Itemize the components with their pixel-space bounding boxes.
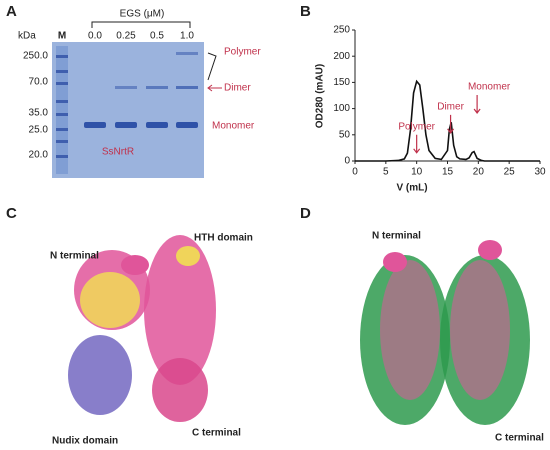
annotation: Polymer	[398, 121, 435, 132]
bracket	[91, 21, 191, 28]
protein-label: SsNrtR	[102, 147, 134, 158]
bracket	[207, 52, 217, 81]
lane-label: 0.5	[150, 31, 164, 42]
annotation-arrow	[473, 94, 481, 114]
x-tick-label: 25	[504, 167, 516, 178]
structure-label: C terminal	[495, 433, 544, 444]
gel	[52, 42, 204, 178]
lane-label: 0.25	[116, 31, 136, 42]
panel-letter: A	[6, 3, 17, 20]
marker-label: 25.0	[29, 125, 49, 136]
panel-letter: B	[300, 3, 311, 20]
x-tick-label: 5	[383, 167, 389, 178]
band-label: Dimer	[224, 83, 251, 94]
y-tick-label: 50	[339, 129, 351, 140]
structure-label: N terminal	[50, 251, 99, 262]
chromatogram: V (mL) OD280 (mAU) 0 50 100 150 200 250 0 5 10 15…	[315, 25, 546, 194]
structure-label: N terminal	[372, 231, 421, 242]
band-label: Monomer	[212, 121, 255, 132]
marker-lane	[56, 46, 68, 174]
kda-label: kDa	[18, 31, 36, 42]
data-line	[355, 79, 540, 162]
structure-c: N terminal HTH domain Nudix domain C ter…	[50, 233, 253, 447]
x-tick-label: 10	[411, 167, 423, 178]
lane-label: 0.0	[88, 31, 102, 42]
annotation: Monomer	[468, 82, 511, 93]
marker-label: 35.0	[29, 108, 49, 119]
structure-d: N terminal C terminal	[360, 231, 544, 444]
marker-label: 70.0	[29, 77, 49, 88]
annotation-arrow	[447, 114, 455, 134]
y-tick-label: 150	[333, 77, 350, 88]
structure-label: HTH domain	[194, 233, 253, 244]
y-tick-label: 200	[333, 51, 350, 62]
y-tick-label: 250	[333, 25, 350, 36]
marker-bands	[56, 55, 68, 158]
y-tick-label: 0	[344, 156, 350, 167]
x-tick-label: 0	[352, 167, 358, 178]
x-axis-label: V (mL)	[396, 183, 427, 194]
marker-label: 250.0	[23, 51, 48, 62]
x-tick-label: 30	[534, 167, 546, 178]
arrow	[207, 84, 222, 92]
y-tick-label: 100	[333, 103, 350, 114]
gel-panel: kDa M EGS (μM) 0.0 0.25 0.5 1.0 250.0 70…	[18, 9, 261, 178]
structure-label: Nudix domain	[52, 436, 118, 447]
x-tick-label: 15	[442, 167, 454, 178]
annotation-arrow	[413, 134, 421, 154]
structure-label: C terminal	[192, 428, 241, 439]
lane-label: 1.0	[180, 31, 194, 42]
marker-label: 20.0	[29, 150, 49, 161]
panel-letter: D	[300, 205, 311, 222]
lane-label: M	[58, 31, 66, 42]
panel-letter: C	[6, 205, 17, 222]
egs-label: EGS (μM)	[120, 9, 165, 20]
y-axis-label: OD280 (mAU)	[315, 64, 326, 128]
x-tick-label: 20	[473, 167, 485, 178]
annotation: Dimer	[437, 102, 464, 113]
band-label: Polymer	[224, 47, 261, 58]
sample-bands	[84, 52, 198, 128]
